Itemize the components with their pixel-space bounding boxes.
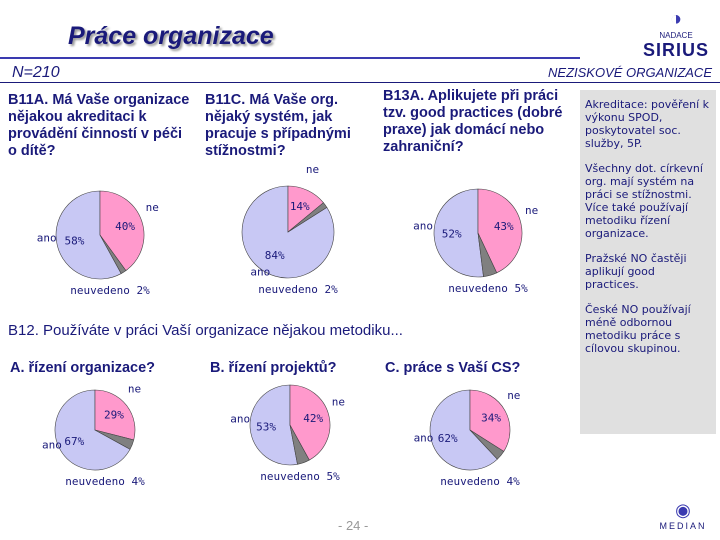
value-label: 43% [494,220,514,233]
logo-text: MEDIAN [659,521,707,531]
note: Pražské NO častěji aplikují good practic… [585,252,687,291]
pie-slice [94,429,135,450]
charts: 58% ano 40% ne neuvedeno 2% 84% ano 14% ne neuved… [37,163,539,488]
logo-top: ◑ NADACE SIRIUS [636,8,716,61]
category-label: ano [42,438,62,451]
value-label: 4% [131,475,145,488]
category-label: ne [507,389,520,402]
note: České NO používají méně odbornou metodik… [585,303,691,355]
value-label: 67% [64,435,84,448]
value-label: 4% [506,475,520,488]
category-name: neuvedeno [258,283,318,296]
category-label: neuvedeno 2% [70,284,150,297]
value-label: 2% [136,284,150,297]
notes-box: Akreditace: pověření k výkonu SPOD, posk… [580,90,716,434]
sample-size: N=210 [12,64,60,81]
title-rule [0,57,580,59]
note: Všechny dot. církevní org. mají systém n… [585,162,703,240]
category-label: ne [306,163,319,176]
chart-title: B. řízení projektů? [210,360,337,376]
pie-slice [249,384,298,466]
category-label: ano [37,232,57,245]
category-label: ne [332,396,345,409]
pie-slice [477,232,498,277]
pie-slice [469,429,505,460]
value-label: 53% [256,420,276,433]
category-label: neuvedeno 4% [440,475,520,488]
logo-mark: ◉ [675,500,691,520]
value-label: 52% [442,228,462,241]
category-label: ne [525,204,538,217]
category-name: neuvedeno [70,284,130,297]
category-name: neuvedeno [448,282,508,295]
category-label: ano [414,431,434,444]
value-label: 14% [290,200,310,213]
pie-slice [94,389,136,441]
pie-slice [289,384,331,461]
pie-slice [477,188,523,274]
category-label: neuvedeno 2% [258,283,338,296]
value-label: 62% [438,432,458,445]
category-label: neuvedeno 4% [65,475,145,488]
pie-slice [289,424,310,465]
pie-slice [54,389,131,471]
chart-title: C. práce s Vaší CS? [385,360,521,376]
value-label: 5% [514,282,528,295]
value-label: 42% [303,412,323,425]
chart-title: B11C. Má Vaše org. nějaký systém, jak pr… [205,92,351,159]
value-label: 34% [481,411,501,424]
category-label: ne [128,382,141,395]
header-rule [0,82,720,83]
page-number: - 24 - [338,518,369,533]
slide-title: Práce organizace [68,22,274,50]
value-label: 58% [64,235,84,248]
chart-title: A. řízení organizace? [10,360,156,376]
value-label: 29% [104,408,124,421]
category-label: neuvedeno 5% [260,470,340,483]
category-label: ano [250,265,270,278]
category-name: neuvedeno [260,470,320,483]
pie-slice [287,202,328,233]
logo-text: NADACE [659,31,693,40]
chart-title: B13A. Aplikujete při práci tzv. good pra… [383,88,563,155]
category-label: ne [146,201,159,214]
pie-slice [55,190,122,280]
value-label: 40% [115,220,135,233]
value-label: 5% [326,470,340,483]
chart-title: B11A. Má Vaše organizace nějakou akredit… [8,92,190,159]
logo-text: SIRIUS [642,40,709,60]
value-label: 2% [324,283,338,296]
category-name: neuvedeno [65,475,125,488]
category-label: neuvedeno 5% [448,282,528,295]
pie-slice [429,389,498,471]
section-title: B12. Používáte v práci Vaší organizace n… [8,322,403,339]
category-label: ano [413,219,433,232]
pie-slice [433,188,484,278]
pie-slice [99,234,127,274]
logo-bottom: ◉ MEDIAN [650,500,716,531]
category-name: neuvedeno [440,475,500,488]
category-label: ano [230,413,250,426]
segment: NEZISKOVÉ ORGANIZACE [548,65,712,80]
pie-slice [99,190,145,272]
value-label: 84% [265,249,285,262]
note: Akreditace: pověření k výkonu SPOD, posk… [585,98,709,150]
logo-mark: ◑ [669,8,683,30]
